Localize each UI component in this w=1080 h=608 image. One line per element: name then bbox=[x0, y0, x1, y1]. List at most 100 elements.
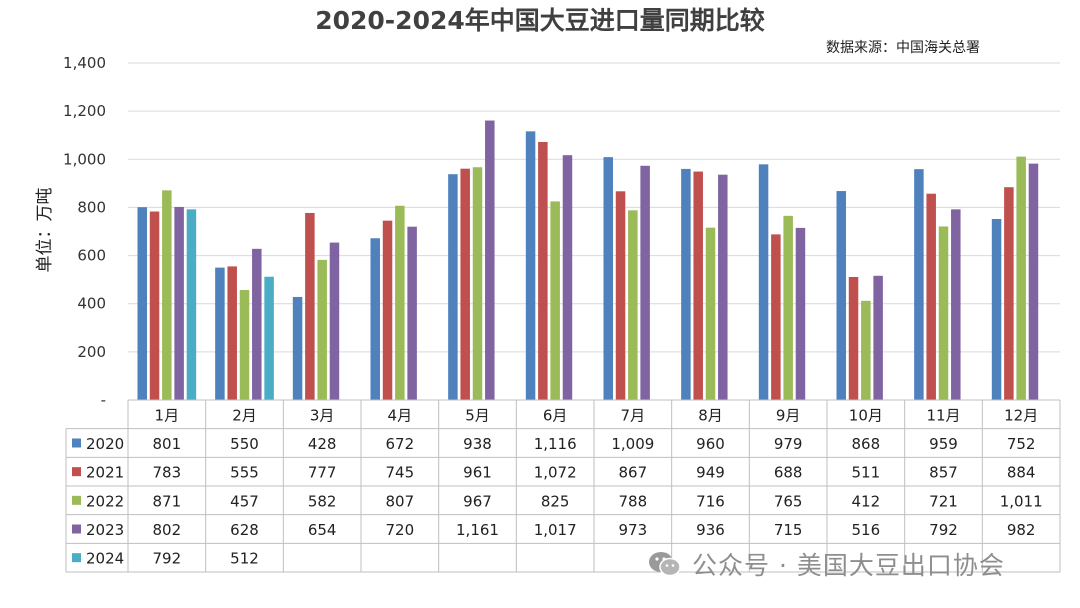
bar-2022-8月 bbox=[705, 227, 716, 400]
legend-swatch-2020 bbox=[72, 438, 81, 448]
y-tick-label: 1,200 bbox=[63, 102, 106, 120]
legend-swatch-2022 bbox=[72, 495, 81, 505]
data-label: 688 bbox=[774, 464, 803, 482]
data-label: 961 bbox=[463, 464, 492, 482]
bar-2022-4月 bbox=[395, 205, 405, 400]
data-label: 555 bbox=[230, 464, 259, 482]
data-label: 721 bbox=[929, 492, 958, 510]
x-tick-label: 10月 bbox=[849, 406, 883, 424]
bar-2023-10月 bbox=[873, 275, 883, 400]
gridlines bbox=[128, 62, 1060, 353]
y-tick-label: 1,000 bbox=[63, 150, 106, 168]
bar-2020-12月 bbox=[991, 218, 1002, 400]
data-label: 672 bbox=[386, 435, 415, 453]
legend-label-2023: 2023 bbox=[86, 521, 124, 539]
watermark: 公众号 · 美国大豆出口协会 bbox=[648, 546, 1005, 582]
data-label: 960 bbox=[696, 435, 725, 453]
bar-2023-11月 bbox=[951, 209, 961, 400]
x-tick-label: 8月 bbox=[698, 406, 723, 424]
y-tick-label: 400 bbox=[77, 295, 106, 313]
data-label: 550 bbox=[230, 435, 259, 453]
bar-2021-9月 bbox=[771, 234, 781, 400]
x-tick-label: 12月 bbox=[1004, 406, 1038, 424]
data-label: 1,072 bbox=[534, 464, 577, 482]
bars bbox=[137, 120, 1039, 401]
data-label: 936 bbox=[696, 521, 725, 539]
data-label: 1,116 bbox=[534, 435, 577, 453]
bar-2021-4月 bbox=[382, 220, 393, 400]
legend-label-2024: 2024 bbox=[86, 550, 124, 568]
bar-2022-6月 bbox=[550, 201, 560, 400]
x-tick-label: 6月 bbox=[543, 406, 568, 424]
bar-2020-1月 bbox=[137, 207, 147, 400]
data-label: 867 bbox=[619, 464, 648, 482]
bar-2024-2月 bbox=[264, 276, 274, 400]
bar-2020-7月 bbox=[603, 157, 613, 400]
bar-2022-11月 bbox=[938, 226, 949, 400]
data-table: 1月 2月 3月 4月 5月 6月 7月 8月 9月 10月 11月 12月 2020 801 550 428… bbox=[65, 399, 1061, 573]
data-label: 752 bbox=[1007, 435, 1036, 453]
y-axis-ticks: - 200 400 600 800 1,000 1,200 1,400 bbox=[63, 54, 106, 409]
x-tick-label: 3月 bbox=[310, 406, 335, 424]
bar-2023-4月 bbox=[407, 226, 417, 400]
data-label: 982 bbox=[1007, 521, 1036, 539]
data-label: 428 bbox=[308, 435, 337, 453]
legend-swatch-2023 bbox=[72, 524, 81, 534]
data-label: 1,161 bbox=[456, 521, 499, 539]
legend-swatch-2024 bbox=[72, 553, 81, 563]
data-label: 412 bbox=[852, 492, 881, 510]
bar-2021-2月 bbox=[227, 266, 237, 400]
bar-2023-5月 bbox=[485, 120, 495, 401]
data-label: 511 bbox=[852, 464, 881, 482]
wechat-icon bbox=[649, 552, 681, 577]
data-label: 765 bbox=[774, 492, 803, 510]
data-label: 801 bbox=[153, 435, 182, 453]
bar-2022-12月 bbox=[1016, 156, 1026, 400]
x-tick-label: 9月 bbox=[776, 406, 801, 424]
data-label: 788 bbox=[619, 492, 648, 510]
data-label: 582 bbox=[308, 492, 337, 510]
data-label: 871 bbox=[153, 492, 182, 510]
data-label: 716 bbox=[696, 492, 725, 510]
bar-2021-11月 bbox=[926, 193, 936, 400]
bar-2023-7月 bbox=[640, 165, 650, 400]
bar-2023-9月 bbox=[795, 227, 806, 400]
bar-2020-8月 bbox=[681, 168, 691, 400]
data-label: 1,017 bbox=[534, 521, 577, 539]
bar-2021-10月 bbox=[848, 276, 859, 400]
data-label: 654 bbox=[308, 521, 337, 539]
data-label: 792 bbox=[929, 521, 958, 539]
data-label: 457 bbox=[230, 492, 259, 510]
data-label: 1,009 bbox=[611, 435, 654, 453]
x-tick-label: 1月 bbox=[155, 406, 180, 424]
data-label: 807 bbox=[386, 492, 415, 510]
bar-2022-10月 bbox=[861, 300, 871, 400]
legend-label-2021: 2021 bbox=[86, 464, 124, 482]
bar-2020-4月 bbox=[370, 238, 380, 400]
data-label: 868 bbox=[852, 435, 881, 453]
data-label: 884 bbox=[1007, 464, 1036, 482]
bar-2021-7月 bbox=[615, 191, 626, 400]
y-tick-label: 1,400 bbox=[63, 54, 106, 72]
bar-2022-2月 bbox=[239, 289, 250, 400]
bar-2020-10月 bbox=[836, 191, 846, 400]
data-source: 数据来源：中国海关总署 bbox=[826, 40, 980, 56]
bar-2022-7月 bbox=[628, 210, 638, 400]
data-label: 720 bbox=[386, 521, 415, 539]
data-label: 1,011 bbox=[1000, 492, 1043, 510]
bar-2020-9月 bbox=[758, 164, 769, 400]
watermark-text: 公众号 · 美国大豆出口协会 bbox=[692, 551, 1005, 580]
bar-2022-3月 bbox=[317, 259, 327, 400]
data-label: 628 bbox=[230, 521, 259, 539]
data-label: 959 bbox=[929, 435, 958, 453]
y-tick-label: 200 bbox=[77, 343, 106, 361]
bar-2022-9月 bbox=[783, 215, 793, 400]
data-label: 802 bbox=[153, 521, 182, 539]
data-label: 715 bbox=[774, 521, 803, 539]
bar-2020-5月 bbox=[448, 174, 458, 400]
data-label: 512 bbox=[230, 550, 259, 568]
bar-2023-2月 bbox=[252, 248, 262, 400]
x-tick-label: 2月 bbox=[232, 406, 257, 424]
bar-2021-1月 bbox=[149, 211, 160, 400]
